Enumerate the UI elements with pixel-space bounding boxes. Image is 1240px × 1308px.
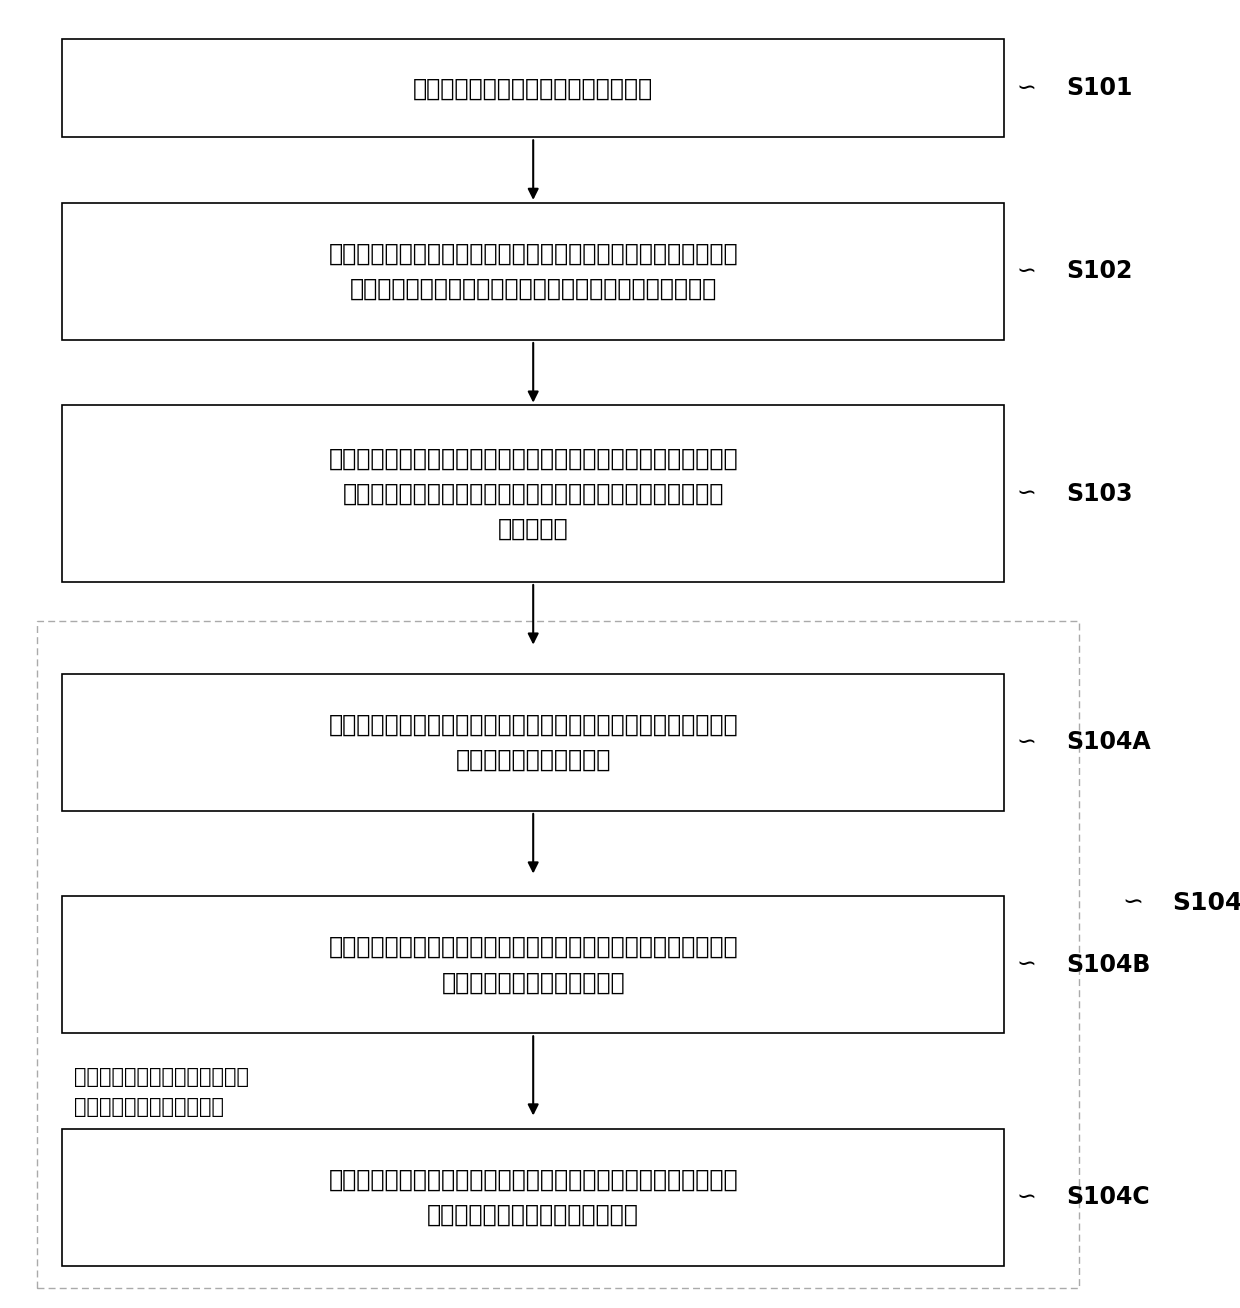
FancyBboxPatch shape bbox=[62, 1129, 1004, 1266]
Text: ∽: ∽ bbox=[1017, 730, 1037, 755]
Text: ∽: ∽ bbox=[1017, 1185, 1037, 1210]
Text: S104A: S104A bbox=[1066, 730, 1151, 755]
Text: 采用所述细长卷积核神经网络模型中的高层神经网络层对所述目标
线状物图像的特征信息进行识别，确定出所述目标线状物图像
的尺寸信息: 采用所述细长卷积核神经网络模型中的高层神经网络层对所述目标 线状物图像的特征信息… bbox=[329, 446, 738, 542]
Text: ∽: ∽ bbox=[1017, 76, 1037, 101]
Text: 判断所述投影后的坐标系地图信息中，是否具有与所述目标线状物
的尺寸信息相匹配的目标对象: 判断所述投影后的坐标系地图信息中，是否具有与所述目标线状物 的尺寸信息相匹配的目… bbox=[329, 935, 738, 994]
Text: S101: S101 bbox=[1066, 76, 1133, 101]
FancyBboxPatch shape bbox=[62, 896, 1004, 1033]
Text: 若确定具有与所述目标线状物的
尺寸信息相匹配的目标对象: 若确定具有与所述目标线状物的 尺寸信息相匹配的目标对象 bbox=[74, 1067, 249, 1117]
Text: 获取自动驾驶车辆的第一视觉感知图像: 获取自动驾驶车辆的第一视觉感知图像 bbox=[413, 76, 653, 101]
Text: S104: S104 bbox=[1172, 891, 1240, 914]
Text: S104B: S104B bbox=[1066, 952, 1151, 977]
Text: ∽: ∽ bbox=[1017, 259, 1037, 284]
FancyBboxPatch shape bbox=[62, 405, 1004, 582]
FancyBboxPatch shape bbox=[62, 39, 1004, 137]
Text: S103: S103 bbox=[1066, 481, 1133, 506]
Text: ∽: ∽ bbox=[1017, 952, 1037, 977]
Text: S104C: S104C bbox=[1066, 1185, 1149, 1210]
Text: S102: S102 bbox=[1066, 259, 1133, 284]
Text: ∽: ∽ bbox=[1122, 891, 1143, 914]
FancyBboxPatch shape bbox=[62, 674, 1004, 811]
FancyBboxPatch shape bbox=[62, 203, 1004, 340]
Text: 根据细长卷积核神经网络模型中的底层神经网络层对所述第一视觉
感知图像进行识别，确定出所述目标线状物图像的特征信息: 根据细长卷积核神经网络模型中的底层神经网络层对所述第一视觉 感知图像进行识别，确… bbox=[329, 242, 738, 301]
Text: 将所述预设坐标系地图信息投影到所述第一视觉感知图像上，得到
投影后的坐标系地图信息: 将所述预设坐标系地图信息投影到所述第一视觉感知图像上，得到 投影后的坐标系地图信… bbox=[329, 713, 738, 772]
Text: ∽: ∽ bbox=[1017, 481, 1037, 506]
Text: 根据所述第一视觉图像的拍摄角度以及所述投影后的坐标系地图信
息，确定所述自动驾驶车辆的位置: 根据所述第一视觉图像的拍摄角度以及所述投影后的坐标系地图信 息，确定所述自动驾驶… bbox=[329, 1168, 738, 1227]
